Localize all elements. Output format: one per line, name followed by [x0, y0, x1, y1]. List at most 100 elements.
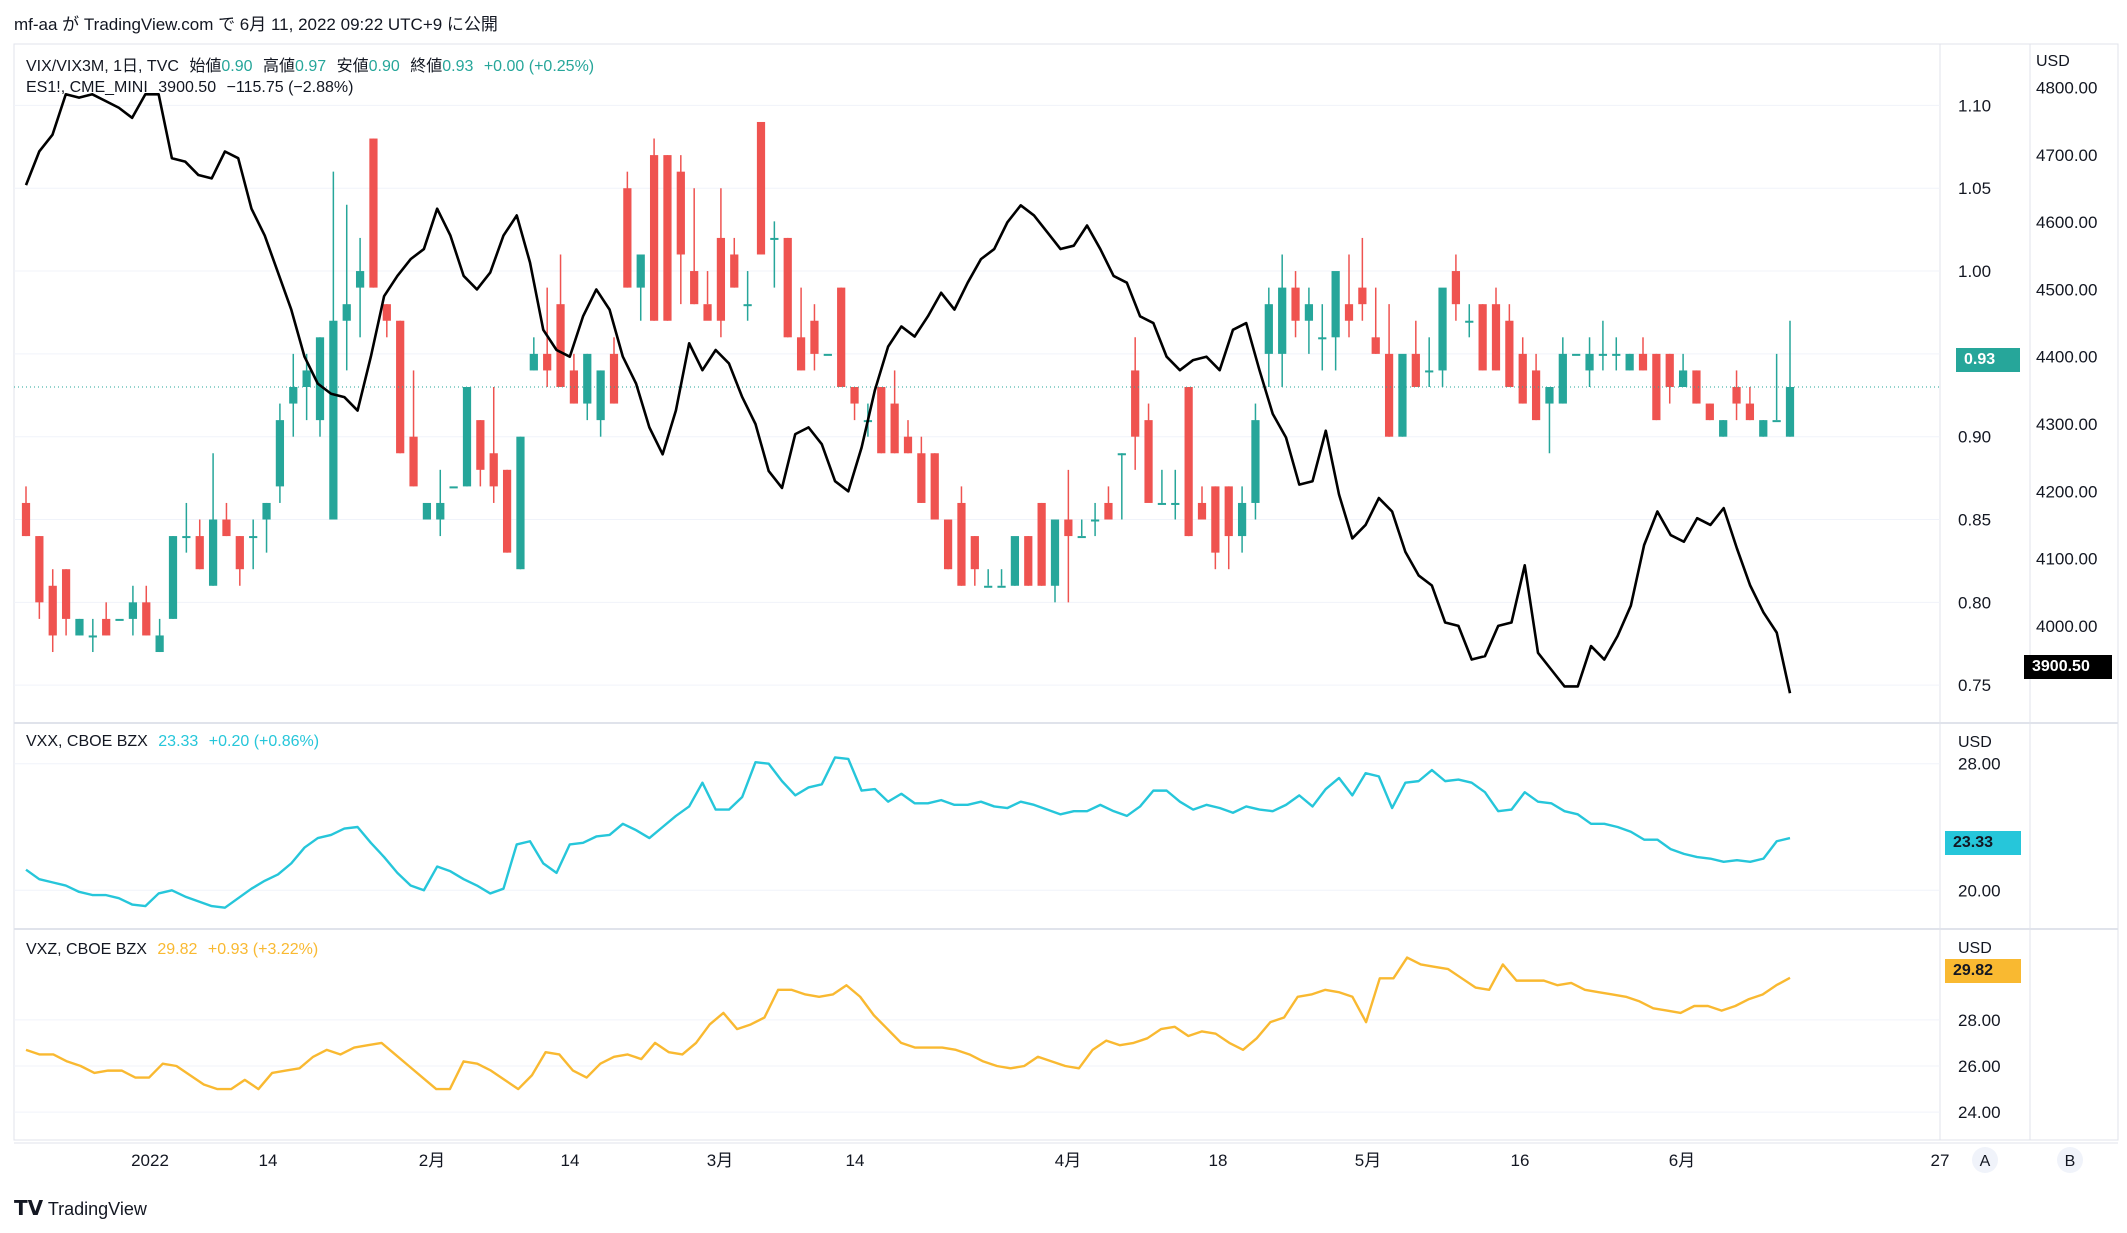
candle-body [222, 519, 231, 537]
candle-body [1545, 387, 1554, 404]
candle-body [984, 585, 993, 588]
candle-body [756, 121, 766, 255]
ratio-axis-tick: 1.05 [1958, 179, 1991, 198]
time-axis-label: 3月 [707, 1151, 733, 1170]
candle-body [1451, 271, 1461, 305]
candle-body [1077, 536, 1086, 539]
candle-body [1638, 353, 1648, 371]
candle-body [142, 602, 151, 636]
candle-body [1491, 304, 1501, 371]
candle-body [1785, 387, 1795, 437]
candle-body [903, 436, 913, 454]
time-axis-button-label: B [2065, 1153, 2076, 1170]
candle-body [489, 453, 498, 487]
candle-body [436, 502, 445, 520]
candle-body [1371, 337, 1380, 354]
candle-body [877, 387, 886, 454]
candle-body [1612, 353, 1621, 356]
candle-body [1184, 387, 1193, 537]
candle-body [1438, 287, 1447, 371]
candle-body [462, 387, 472, 487]
candle-body [409, 436, 418, 487]
time-axis-label: 16 [1511, 1151, 1530, 1170]
time-axis-label: 14 [259, 1151, 278, 1170]
vxz-line [25, 956, 1791, 1091]
time-axis-button-b[interactable] [2057, 1147, 2083, 1173]
time-axis-label: 6月 [1669, 1151, 1695, 1170]
vxz-axis-unit: USD [1958, 940, 1992, 957]
candle-body [543, 353, 552, 371]
candle-body [1411, 353, 1420, 387]
open-value: 0.90 [221, 58, 253, 75]
candle-body [195, 536, 204, 570]
candle-body [850, 387, 859, 404]
time-axis[interactable]: 2022 14 2月 14 3月 14 4月 18 5月 16 6月 27 A B [131, 1147, 2083, 1173]
candle-body [890, 403, 899, 454]
candle-body [730, 254, 739, 288]
high-value: 0.97 [295, 58, 327, 75]
candle-body [810, 320, 819, 354]
tradingview-logo-icon: 𝗧𝗩 [14, 1198, 44, 1220]
candle-body [1719, 420, 1728, 437]
candle-body [823, 353, 832, 356]
price-axes: 1.101.051.000.950.900.850.800.754800.004… [1958, 53, 2097, 1122]
vxx-axis-tick: 20.00 [1958, 881, 2001, 900]
candle-body [1759, 420, 1768, 437]
candle-body [88, 635, 97, 638]
candle-body [1572, 353, 1581, 356]
candle-body [502, 469, 512, 553]
candle-body [997, 585, 1006, 588]
tradingview-logo[interactable]: 𝗧𝗩 TradingView [14, 1196, 147, 1221]
time-axis-label: 5月 [1355, 1151, 1381, 1170]
candle-body [1358, 287, 1367, 305]
close-value: 0.93 [442, 58, 474, 75]
candle-body [743, 304, 752, 307]
candle-body [75, 618, 84, 636]
candle-body [609, 353, 619, 404]
candle-body [315, 337, 325, 421]
pane-frames [13, 43, 2119, 1144]
vxx-legend-value: 23.33 [158, 733, 199, 750]
vxz-axis-tick: 26.00 [1958, 1057, 2001, 1076]
es-axis-tick: 4100.00 [2036, 550, 2097, 569]
vxx-axis-unit: USD [1958, 734, 1992, 751]
vxz-legend-change: +0.93 (+3.22%) [207, 941, 319, 958]
vxx-legend: VXX, CBOE BZX 23.33 +0.20 (+0.86%) [26, 733, 325, 751]
candle-body [1157, 502, 1167, 505]
vxx-legend-symbol: VXX, CBOE BZX [26, 733, 148, 750]
candle-body [649, 155, 659, 321]
candle-body [61, 569, 71, 619]
es-axis-tick: 4000.00 [2036, 617, 2097, 636]
vxx-line-series [25, 756, 1791, 909]
candle-body [1665, 353, 1674, 387]
candle-body [476, 420, 485, 470]
candle-body [1478, 304, 1487, 371]
es-legend-change: −115.75 (−2.88%) [226, 79, 354, 96]
es-axis-tick: 4400.00 [2036, 348, 2097, 367]
low-value: 0.90 [368, 58, 400, 75]
time-axis-button-a[interactable] [1972, 1147, 1998, 1173]
candle-body [235, 536, 244, 570]
candle-body [917, 453, 926, 503]
low-label: 安値 [336, 58, 369, 75]
candle-body [1197, 502, 1207, 520]
candle-body [676, 171, 685, 255]
candle-body [1331, 271, 1340, 338]
last-es-price-tag: 3900.50 [2024, 655, 2112, 679]
candle-body [1064, 519, 1073, 537]
candle-body [1251, 420, 1260, 503]
vxx-legend-change: +0.20 (+0.86%) [208, 733, 320, 750]
es-legend: ES1!, CME_MINI 3900.50 −115.75 (−2.88%) [26, 79, 359, 97]
candle-body [249, 536, 258, 539]
es-axis-tick: 4600.00 [2036, 213, 2097, 232]
candle-body [396, 320, 405, 454]
ratio-axis-tick: 0.85 [1958, 511, 1991, 530]
vxz-line-series [25, 956, 1791, 1091]
candle-body [449, 486, 458, 489]
vxx-line [25, 756, 1791, 909]
candle-body [1104, 502, 1113, 520]
candle-body [1264, 304, 1273, 354]
candle-body [1237, 502, 1247, 537]
candle-body [516, 436, 525, 570]
